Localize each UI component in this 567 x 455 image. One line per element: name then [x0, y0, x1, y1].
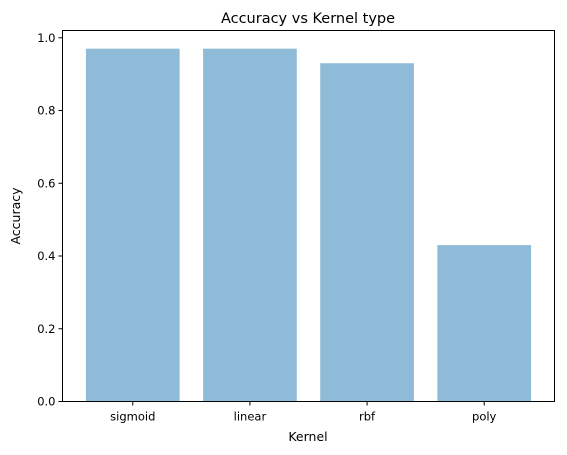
- plot-area: [85, 48, 532, 402]
- axes-frame: [62, 30, 555, 402]
- x-tick-label-sigmoid: sigmoid: [110, 410, 155, 424]
- x-axis: sigmoid linear rbf poly: [110, 401, 497, 424]
- chart-title: Accuracy vs Kernel type: [221, 11, 395, 27]
- y-tick-label-0.4: 0.4: [37, 249, 55, 263]
- x-axis-label: Kernel: [288, 429, 327, 444]
- y-axis: 0.0 0.2 0.4 0.6 0.8 1.0: [37, 31, 63, 409]
- x-tick-label-poly: poly: [472, 410, 497, 424]
- y-tick-label-0.2: 0.2: [37, 322, 55, 336]
- y-tick-label-1.0: 1.0: [37, 31, 55, 45]
- bar-poly: [437, 245, 532, 402]
- x-tick-label-rbf: rbf: [359, 410, 376, 424]
- x-tick-label-linear: linear: [234, 410, 267, 424]
- y-tick-label-0.8: 0.8: [37, 104, 55, 118]
- y-axis-label: Accuracy: [8, 187, 23, 245]
- y-tick-label-0.6: 0.6: [37, 176, 55, 190]
- bar-linear: [203, 48, 297, 402]
- bar-rbf: [320, 63, 414, 402]
- bar-sigmoid: [85, 48, 180, 402]
- y-tick-label-0.0: 0.0: [37, 395, 55, 409]
